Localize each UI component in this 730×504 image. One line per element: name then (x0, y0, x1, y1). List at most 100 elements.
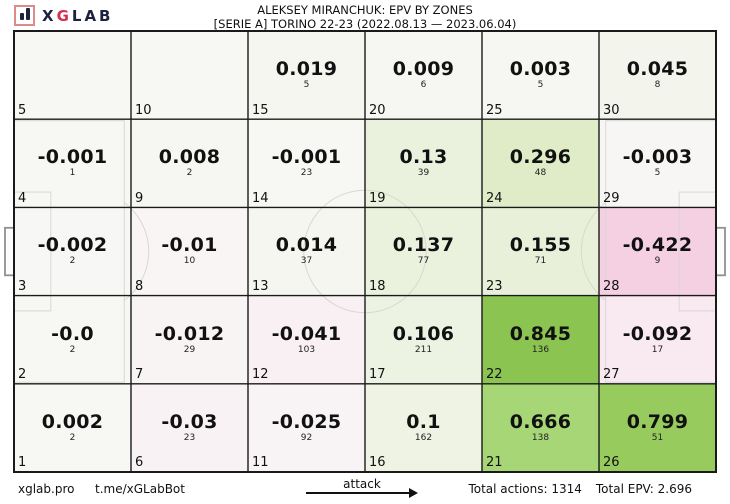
zone-number: 11 (252, 455, 269, 471)
zone-epv-value: -0.092 (622, 322, 693, 345)
zone-action-count: 71 (534, 256, 547, 267)
zone-cell-21: 0.666 138 21 (482, 384, 599, 472)
zone-action-count: 1 (69, 168, 76, 179)
zone-action-count: 2 (69, 432, 76, 443)
zone-action-count: 8 (654, 80, 661, 91)
zone-number: 5 (18, 102, 27, 118)
zone-number: 21 (486, 455, 503, 471)
zone-action-count: 5 (537, 80, 544, 91)
zone-cell-10: 10 (131, 31, 248, 119)
zone-epv-value: 0.045 (626, 58, 689, 81)
zone-action-count: 48 (534, 168, 547, 179)
chart-subtitle: [SERIE A] TORINO 22-23 (2022.08.13 — 202… (213, 17, 517, 32)
zone-number: 9 (135, 190, 144, 206)
zone-epv-value: 0.009 (392, 58, 455, 81)
zone-number: 3 (18, 279, 27, 294)
zone-cell-28: -0.422 9 28 (599, 207, 716, 295)
goal-right (715, 226, 726, 277)
zone-epv-value: 0.137 (392, 234, 455, 257)
zone-epv-value: -0.01 (161, 234, 218, 257)
zone-cell-4: -0.001 1 4 (14, 119, 131, 207)
zone-number: 10 (135, 102, 152, 118)
zone-epv-value: -0.002 (37, 234, 108, 257)
zone-number: 28 (603, 279, 620, 294)
zone-number: 6 (135, 455, 144, 471)
zone-cell-17: 0.106 211 17 (365, 296, 482, 384)
zone-cell-19: 0.13 39 19 (365, 119, 482, 207)
zone-epv-value: 0.003 (509, 58, 572, 81)
zone-epv-value: -0.025 (271, 410, 342, 433)
zone-cell-2: -0.0 2 2 (14, 296, 131, 384)
zone-epv-value: 0.008 (158, 146, 221, 169)
totals: Total actions: 1314 Total EPV: 2.696 (468, 482, 692, 496)
zone-epv-value: 0.666 (509, 410, 572, 433)
zone-number: 30 (603, 102, 620, 118)
zone-action-count: 5 (654, 168, 661, 179)
zone-action-count: 92 (300, 432, 313, 443)
zone-number: 7 (135, 367, 144, 383)
zone-number: 18 (369, 279, 386, 294)
zone-number: 14 (252, 190, 269, 206)
zone-epv-value: 0.296 (509, 146, 572, 169)
zone-cell-23: 0.155 71 23 (482, 207, 599, 295)
zone-epv-value: 0.845 (509, 322, 572, 345)
zone-epv-value: -0.041 (271, 322, 342, 345)
pitch: 5 10 0.019 5 15 0.009 6 20 0.003 5 25 0.045 8 30 -0.00… (4, 30, 726, 473)
zone-cell-15: 0.019 5 15 (248, 31, 365, 119)
bar-chart-icon (14, 5, 35, 26)
xglab-logo: XGLAB (14, 5, 114, 26)
zone-cell-3: -0.002 2 3 (14, 207, 131, 295)
zone-cell-20: 0.009 6 20 (365, 31, 482, 119)
zone-cell-6: -0.03 23 6 (131, 384, 248, 472)
zone-number: 25 (486, 102, 503, 118)
zone-number: 22 (486, 367, 503, 383)
zone-number: 19 (369, 190, 386, 206)
footer: xglab.pro t.me/xGLabBot attack Total act… (0, 472, 730, 504)
zone-number: 23 (486, 279, 503, 294)
zone-cell-13: 0.014 37 13 (248, 207, 365, 295)
zone-number: 15 (252, 102, 269, 118)
zone-action-count: 77 (417, 256, 430, 267)
zone-number: 24 (486, 190, 503, 206)
zone-cell-9: 0.008 2 9 (131, 119, 248, 207)
zone-cell-1: 0.002 2 1 (14, 384, 131, 472)
zone-number: 8 (135, 279, 144, 294)
logo-text: XGLAB (42, 6, 114, 25)
chart-title: ALEKSEY MIRANCHUK: EPV BY ZONES (257, 3, 473, 17)
zone-number: 26 (603, 455, 620, 471)
zone-action-count: 6 (420, 80, 427, 91)
zone-cell-27: -0.092 17 27 (599, 296, 716, 384)
zone-epv-value: 0.014 (275, 234, 338, 257)
zone-action-count: 211 (414, 344, 433, 355)
zone-cell-16: 0.1 162 16 (365, 384, 482, 472)
zone-epv-value: 0.799 (626, 410, 689, 433)
zone-action-count: 9 (654, 256, 661, 267)
zone-action-count: 5 (303, 80, 310, 91)
zone-cell-7: -0.012 29 7 (131, 296, 248, 384)
zone-number: 20 (369, 102, 386, 118)
zone-action-count: 2 (69, 344, 76, 355)
grid-fg: 5 10 0.019 5 15 0.009 6 20 0.003 5 25 0.045 8 30 -0.00… (14, 31, 716, 472)
zone-number: 13 (252, 279, 269, 294)
zone-cell-12: -0.041 103 12 (248, 296, 365, 384)
zone-action-count: 2 (69, 256, 76, 267)
attack-arrow-icon (306, 488, 418, 498)
zone-action-count: 29 (183, 344, 196, 355)
attack-direction: attack (306, 477, 418, 498)
zone-epv-value: 0.13 (399, 146, 448, 169)
zone-cell-22: 0.845 136 22 (482, 296, 599, 384)
zone-action-count: 103 (297, 344, 316, 355)
zone-cell-29: -0.003 5 29 (599, 119, 716, 207)
zone-action-count: 17 (651, 344, 664, 355)
zone-action-count: 2 (186, 168, 193, 179)
zone-epv-value: -0.001 (37, 146, 108, 169)
attack-label: attack (343, 477, 381, 491)
zone-action-count: 37 (300, 256, 313, 267)
zone-epv-value: -0.001 (271, 146, 342, 169)
zone-cell-8: -0.01 10 8 (131, 207, 248, 295)
zone-epv-value: -0.003 (622, 146, 693, 169)
zone-cell-25: 0.003 5 25 (482, 31, 599, 119)
zone-epv-value: -0.03 (161, 410, 218, 433)
zone-cell-5: 5 (14, 31, 131, 119)
zone-action-count: 162 (414, 432, 433, 443)
